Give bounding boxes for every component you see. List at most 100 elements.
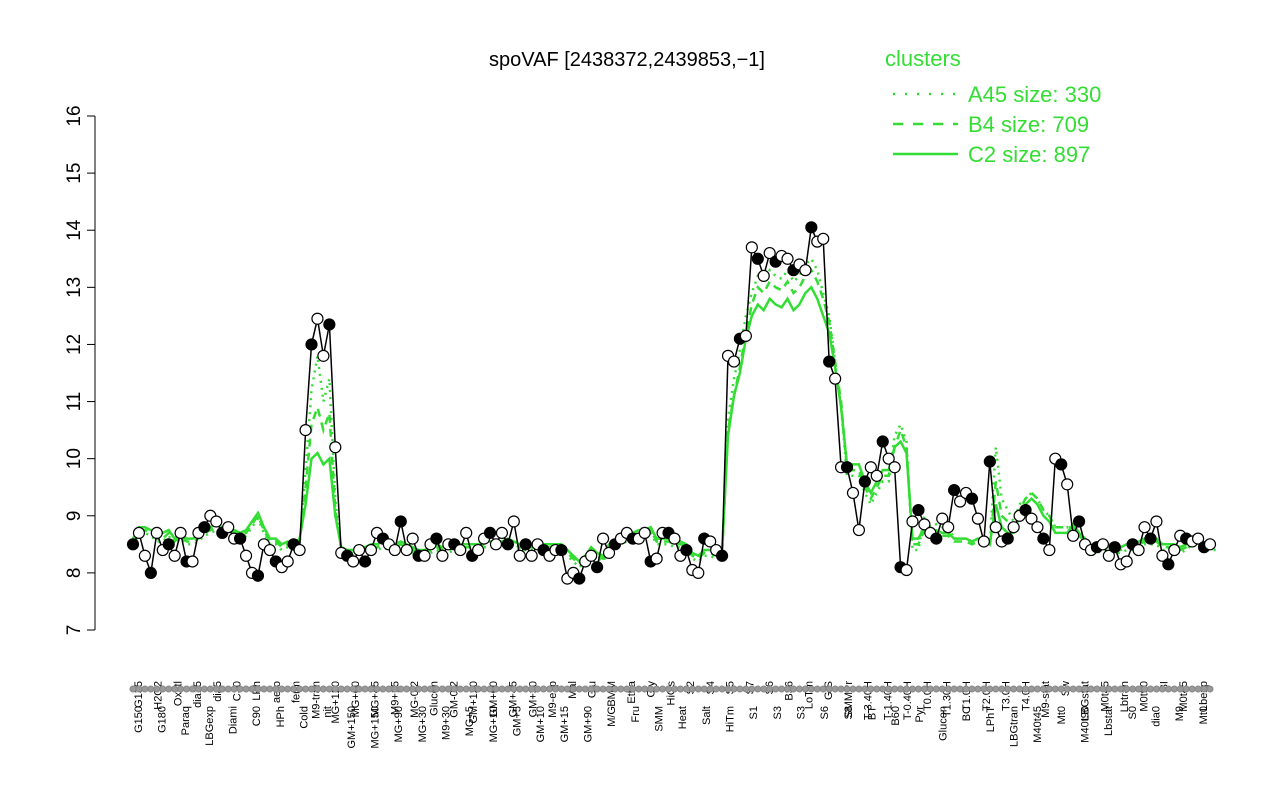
data-point — [293, 543, 306, 557]
x-rug-mark — [944, 685, 952, 693]
x-rug-mark — [569, 685, 577, 693]
data-point — [483, 526, 497, 540]
x-rug-mark — [605, 685, 613, 693]
x-rug-mark — [665, 685, 673, 693]
cluster-lines — [131, 256, 1216, 569]
x-tick-label: M/G — [606, 706, 618, 727]
y-tick-label: 15 — [64, 163, 85, 184]
x-tick-label: MG+90 — [393, 706, 405, 742]
data-point — [126, 538, 140, 551]
x-tick-label: Salt — [701, 706, 713, 725]
x-rug-mark — [438, 685, 446, 693]
data-point — [1150, 515, 1163, 528]
x-rug-mark — [885, 685, 893, 693]
x-tick-label: M40t90 — [1080, 706, 1092, 743]
data-point — [971, 512, 985, 525]
x-rug-mark — [623, 685, 631, 693]
x-tick-label: MG+10 — [488, 706, 500, 742]
x-rug-mark — [819, 685, 827, 693]
data-point — [864, 461, 877, 474]
x-rug-mark — [908, 685, 916, 693]
data-point — [781, 252, 794, 265]
x-tick-label: S6 — [819, 706, 831, 719]
x-rug-mark — [129, 685, 137, 693]
x-rug-mark — [950, 685, 958, 693]
x-rug-mark — [789, 685, 797, 693]
data-point — [751, 252, 764, 265]
data-point — [829, 372, 842, 385]
x-rug-mark — [706, 685, 714, 693]
cluster-line-solid — [131, 285, 1216, 564]
data-point — [888, 461, 901, 474]
x-rug-mark — [141, 685, 149, 693]
x-rug-mark — [801, 685, 809, 693]
x-rug-mark — [171, 685, 179, 693]
x-rug-mark — [313, 685, 321, 693]
data-point — [805, 221, 818, 234]
data-point — [680, 543, 693, 557]
x-rug-mark — [278, 685, 286, 693]
data-point — [495, 526, 509, 540]
x-tick-label: Heat — [677, 706, 689, 729]
data-point — [388, 543, 401, 557]
x-rug-mark — [492, 685, 500, 693]
x-rug-mark — [290, 685, 298, 693]
x-tick-label: HiTm — [725, 706, 737, 732]
data-point — [430, 532, 443, 545]
data-point — [900, 563, 913, 577]
expression-series-line — [132, 224, 1211, 581]
data-point — [591, 561, 604, 574]
x-rug-mark — [956, 685, 964, 693]
data-point — [400, 543, 413, 557]
x-tick-label: B60 — [890, 706, 902, 726]
x-rug-mark — [1117, 685, 1125, 693]
x-rug-mark — [373, 685, 381, 693]
y-tick-label: 11 — [64, 392, 85, 412]
data-point — [745, 241, 758, 254]
x-rug-mark — [784, 685, 792, 693]
data-point — [715, 549, 729, 562]
x-rug-mark — [248, 685, 256, 693]
data-point — [1156, 549, 1169, 562]
x-rug-mark — [897, 685, 905, 693]
x-rug-mark — [855, 685, 863, 693]
x-tick-label: M9 — [1174, 706, 1186, 721]
x-rug-mark — [903, 685, 911, 693]
data-point — [317, 349, 330, 362]
x-rug-mark — [200, 685, 208, 693]
data-point — [852, 523, 866, 537]
legend: clusters A45 size: 330 B4 size: 709 C2 siz… — [885, 46, 1101, 167]
y-tick-label: 12 — [64, 334, 85, 355]
data-point — [186, 555, 199, 568]
x-rug-mark — [331, 685, 339, 693]
data-point — [1191, 532, 1205, 545]
x-rug-mark — [1182, 685, 1190, 693]
x-rug-mark — [980, 685, 988, 693]
x-rug-mark — [397, 685, 405, 693]
x-rug-mark — [361, 685, 369, 693]
x-rug-mark — [688, 685, 696, 693]
x-rug-mark — [760, 685, 768, 693]
x-rug-mark — [831, 685, 839, 693]
x-rug-mark — [1063, 685, 1071, 693]
x-rug-mark — [1176, 685, 1184, 693]
x-tick-label: Fru — [630, 706, 642, 723]
x-rug-mark — [147, 685, 155, 693]
x-rug-mark — [189, 685, 197, 693]
x-rug-mark — [1051, 685, 1059, 693]
data-point — [882, 452, 895, 465]
x-rug-mark — [807, 685, 815, 693]
x-rug-mark — [1027, 685, 1035, 693]
x-tick-label: S3 — [796, 706, 808, 719]
x-rug-mark — [968, 685, 976, 693]
x-rug-mark — [260, 685, 268, 693]
x-tick-label: Diami — [228, 706, 240, 734]
x-rug-mark — [575, 685, 583, 693]
x-rug-mark — [712, 685, 720, 693]
data-point — [358, 555, 372, 568]
data-point — [763, 246, 776, 260]
x-tick-label: S1 — [748, 706, 760, 719]
data-point — [323, 318, 336, 331]
x-tick-label: G150 — [133, 706, 145, 733]
data-point — [329, 441, 342, 454]
